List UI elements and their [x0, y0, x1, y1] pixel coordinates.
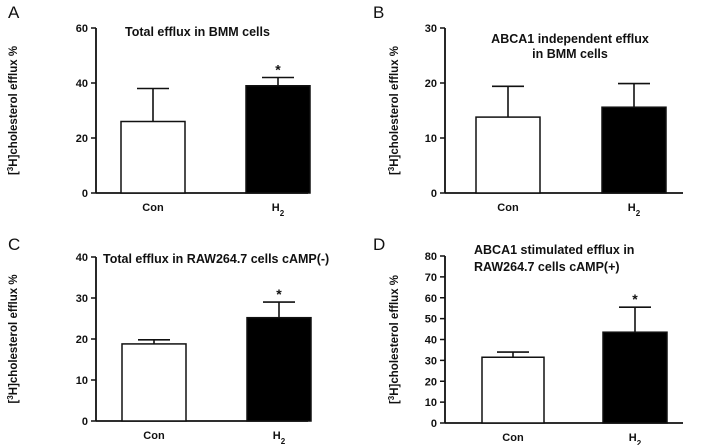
- chart-title-line: Total efflux in RAW264.7 cells cAMP(-): [103, 252, 329, 266]
- x-category-label: H2: [272, 202, 285, 218]
- chart-title-line: in BMM cells: [532, 47, 608, 61]
- y-tick-label: 30: [425, 23, 437, 35]
- y-axis-label: [3H]cholesterol efflux %: [6, 274, 21, 403]
- bar-h2: [602, 331, 668, 424]
- y-tick-label: 40: [76, 78, 88, 90]
- y-tick-label: 30: [425, 355, 437, 367]
- x-category-label: Con: [143, 430, 165, 442]
- y-tick-label: 20: [425, 376, 437, 388]
- x-category-label: Con: [497, 202, 519, 214]
- y-tick-label: 60: [425, 293, 437, 305]
- panel-letter: C: [8, 235, 20, 254]
- panel-C: C Total efflux in RAW264.7 cells cAMP(-) […: [6, 235, 330, 445]
- panel-D: D ABCA1 stimulated efflux in RAW264.7 cell…: [373, 235, 683, 445]
- bar-h2: [601, 106, 667, 194]
- y-tick-label: 50: [425, 314, 437, 326]
- y-tick-label: 0: [431, 418, 437, 430]
- significance-marker: *: [632, 291, 638, 307]
- panel-letter: D: [373, 235, 385, 254]
- y-tick-label: 10: [76, 375, 88, 387]
- y-tick-label: 10: [425, 133, 437, 145]
- chart-title-line: ABCA1 independent efflux: [491, 32, 649, 46]
- y-tick-label: 0: [82, 188, 88, 200]
- y-axis-label: [3H]cholesterol efflux %: [6, 46, 21, 175]
- chart-title-line: RAW264.7 cells cAMP(+): [474, 260, 620, 274]
- panel-letter: B: [373, 3, 384, 22]
- bar-con: [120, 120, 186, 194]
- y-tick-label: 60: [76, 23, 88, 35]
- significance-marker: *: [276, 286, 282, 302]
- x-category-label: Con: [142, 202, 164, 214]
- bar-con: [475, 116, 541, 194]
- y-tick-label: 40: [425, 335, 437, 347]
- x-category-label: Con: [502, 432, 524, 444]
- x-category-label: H2: [628, 202, 641, 218]
- y-tick-label: 30: [76, 293, 88, 305]
- bar-con: [121, 343, 187, 422]
- y-tick-label: 80: [425, 251, 437, 263]
- y-tick-label: 20: [76, 334, 88, 346]
- x-category-label: H2: [629, 432, 642, 445]
- y-tick-label: 0: [431, 188, 437, 200]
- chart-title-line: ABCA1 stimulated efflux in: [474, 243, 634, 257]
- panel-letter: A: [8, 3, 20, 22]
- y-axis-label: [3H]cholesterol efflux %: [387, 46, 402, 175]
- significance-marker: *: [275, 62, 281, 78]
- bar-h2: [245, 85, 311, 194]
- x-category-label: H2: [273, 430, 286, 445]
- y-tick-label: 10: [425, 397, 437, 409]
- panel-A: A Total efflux in BMM cells [3H]cholestero…: [6, 3, 311, 218]
- bar-h2: [246, 316, 312, 422]
- y-tick-label: 20: [76, 133, 88, 145]
- y-tick-label: 20: [425, 78, 437, 90]
- y-axis-label: [3H]cholesterol efflux %: [387, 275, 402, 404]
- y-tick-label: 70: [425, 272, 437, 284]
- chart-title-line: Total efflux in BMM cells: [125, 25, 270, 39]
- y-tick-label: 0: [82, 416, 88, 428]
- bar-con: [481, 356, 545, 424]
- y-tick-label: 40: [76, 252, 88, 264]
